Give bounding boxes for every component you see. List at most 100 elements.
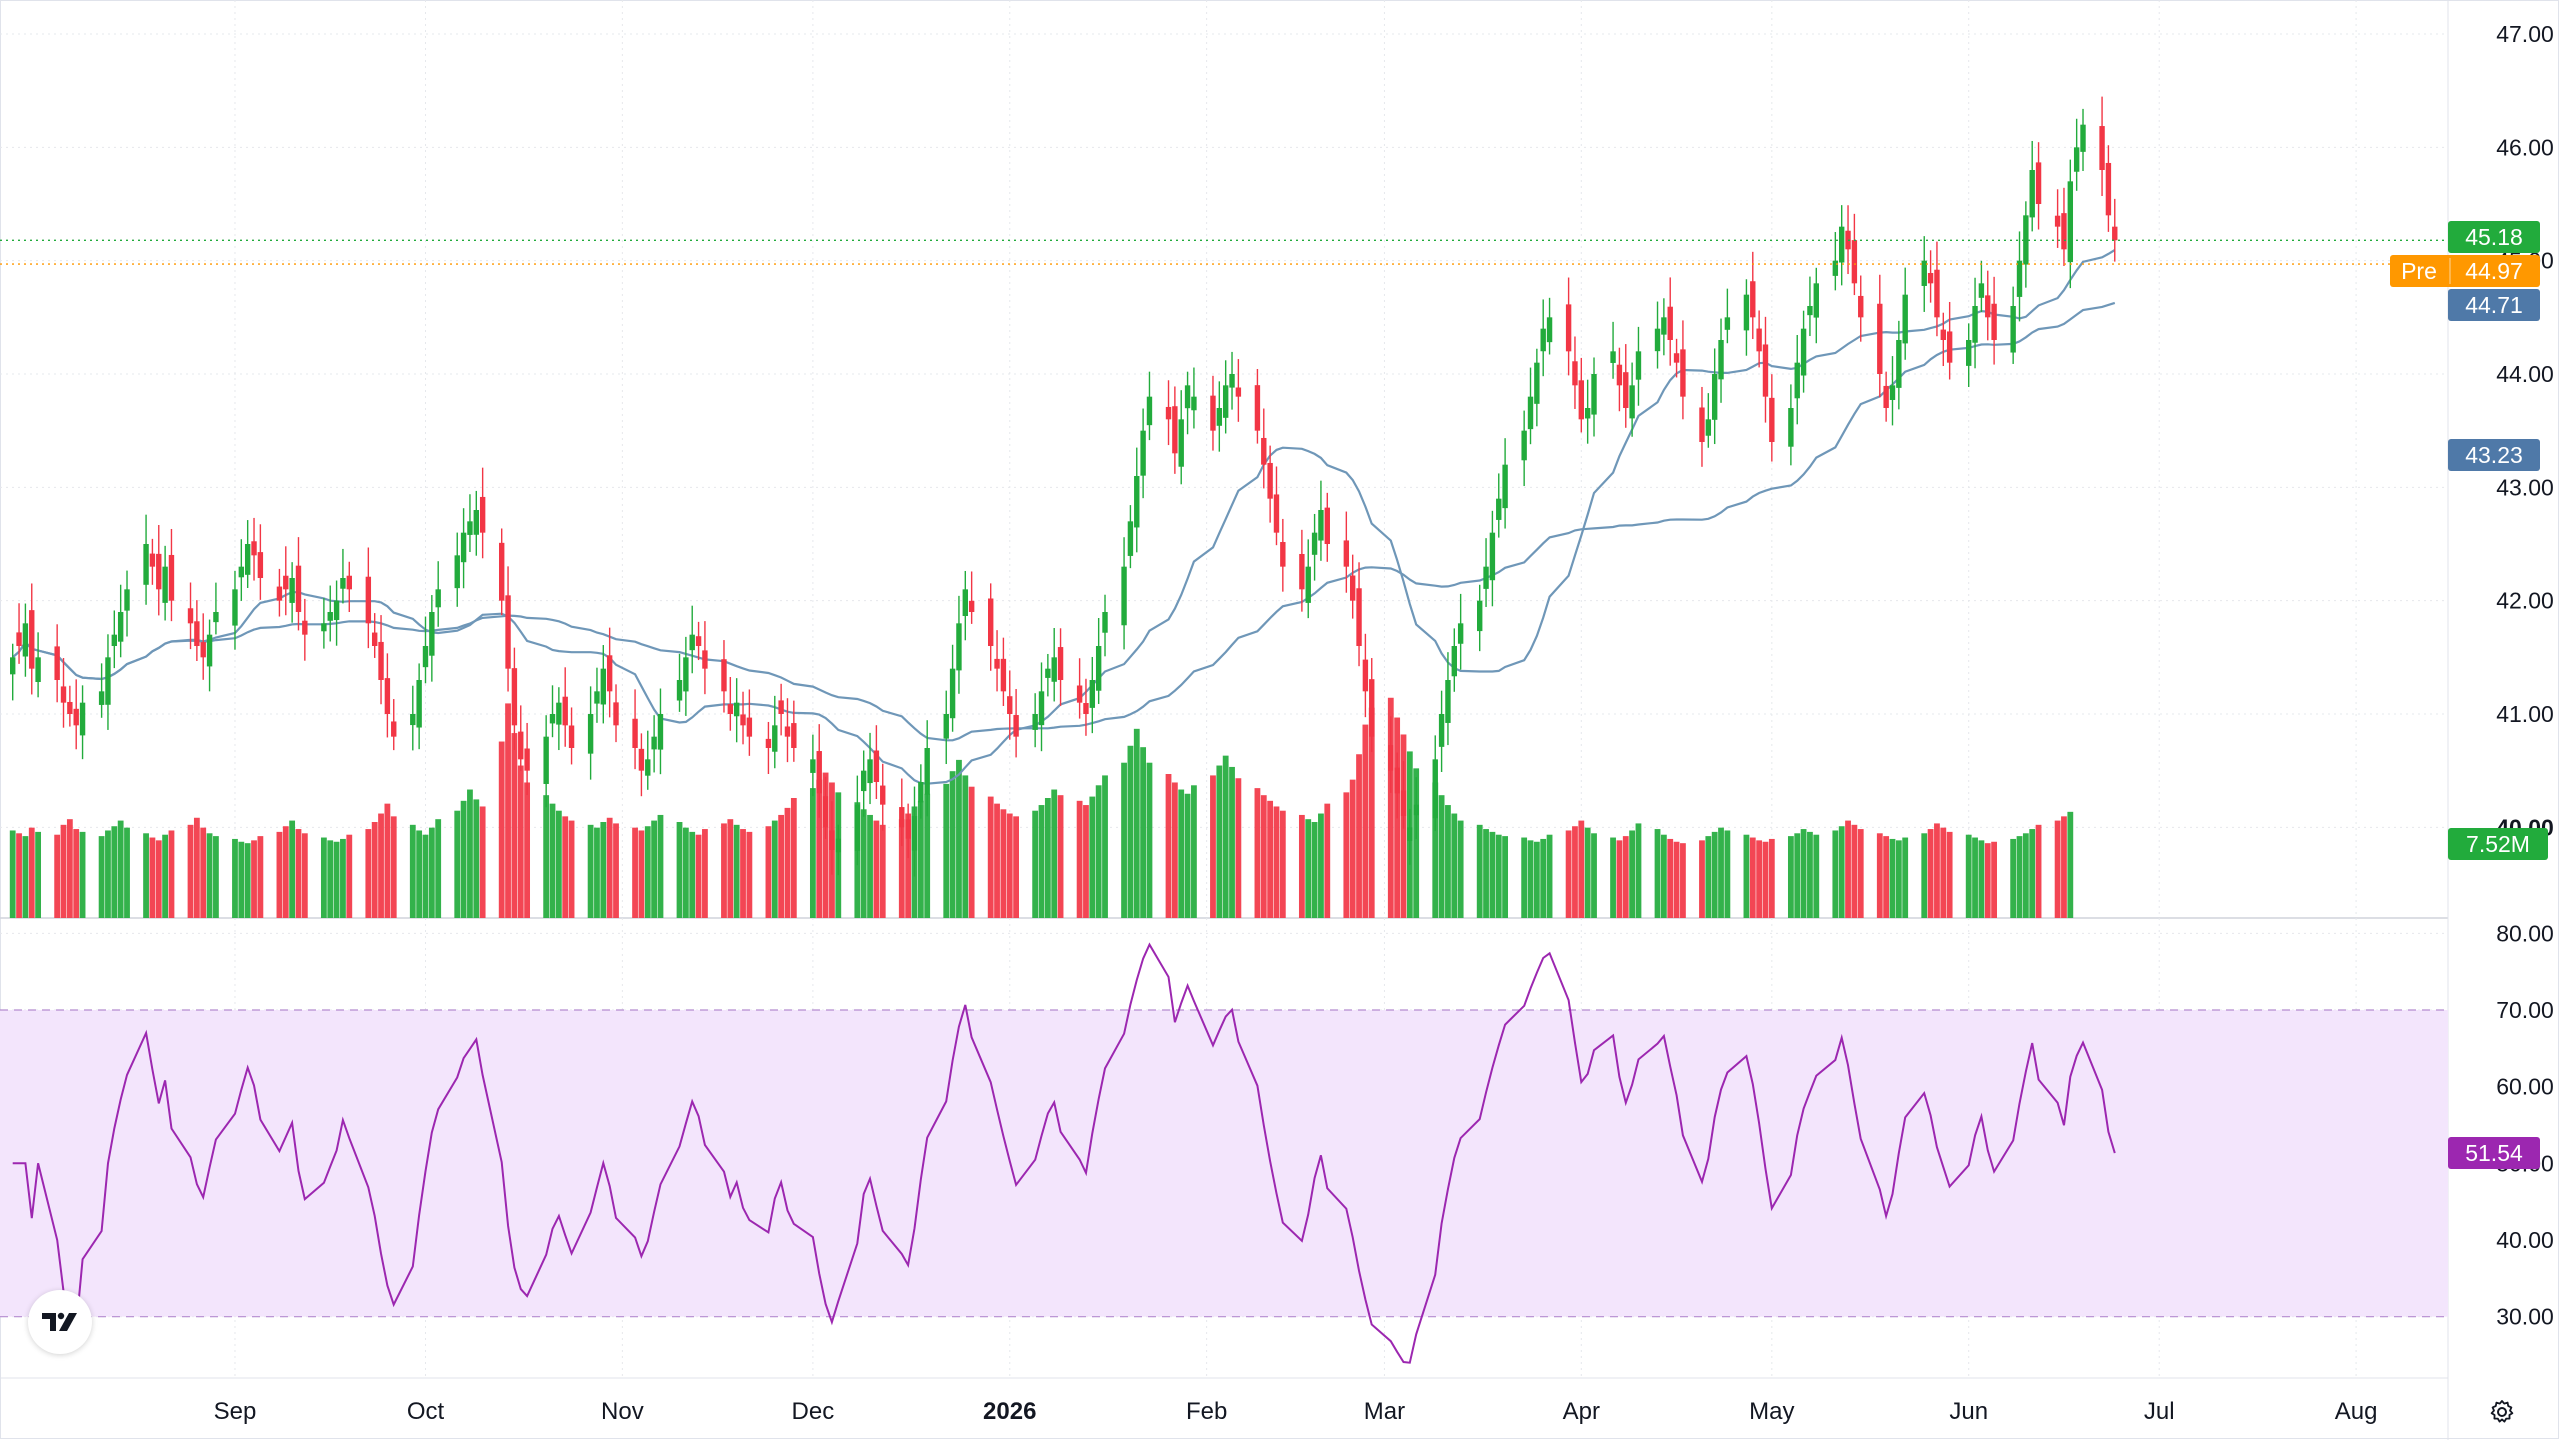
candle (2029, 140, 2035, 232)
candle (1546, 297, 1553, 355)
candle-body (1369, 679, 1375, 737)
candle-body (1273, 494, 1280, 533)
candle (1280, 518, 1286, 592)
candle (2054, 189, 2061, 248)
candle (860, 750, 867, 817)
pre-market-value: 44.97 (2465, 258, 2523, 284)
candle-body (124, 589, 130, 611)
candle (1457, 593, 1464, 670)
candle (1483, 538, 1489, 607)
candle-body (35, 657, 41, 683)
volume-bar (517, 765, 524, 918)
candle (1584, 379, 1591, 444)
candle (867, 732, 873, 805)
candle-body (1013, 715, 1019, 737)
candle-body (1858, 295, 1864, 318)
candle-body (962, 589, 968, 617)
rsi-tick-label: 70.00 (2496, 997, 2554, 1023)
volume-bar (28, 827, 35, 918)
volume-bar (2054, 820, 2061, 918)
time-tick-label: Jul (2144, 1398, 2175, 1425)
candle (651, 715, 657, 773)
volume-bar (1768, 838, 1775, 918)
volume-bar (1540, 838, 1547, 918)
candle (606, 627, 613, 718)
volume-bar (1502, 836, 1509, 918)
candle-body (1883, 385, 1889, 408)
volume-bar (1533, 841, 1540, 918)
volume-bar (1089, 796, 1096, 918)
volume-bar (1616, 840, 1623, 918)
candle (1356, 562, 1362, 667)
candle (410, 685, 416, 751)
candles (10, 96, 2118, 877)
candle-body (1261, 437, 1267, 465)
candle-body (1832, 260, 1839, 276)
volume-bar (524, 782, 531, 918)
candle (549, 685, 556, 738)
candle (244, 520, 251, 588)
candle (2099, 96, 2105, 196)
time-tick-label: Dec (792, 1398, 835, 1425)
volume-bar (1273, 806, 1280, 918)
candle-body (2080, 124, 2086, 152)
candle-body (1457, 623, 1464, 644)
chart-settings-button[interactable] (2482, 1392, 2522, 1432)
candle-body (587, 714, 594, 754)
candle-body (860, 770, 867, 792)
candle (1527, 367, 1534, 445)
volume-bar (1368, 707, 1375, 918)
volume-bar (987, 796, 994, 918)
volume-bar (1083, 805, 1089, 918)
candle-body (600, 668, 607, 705)
candle (1616, 347, 1623, 412)
volume-bar (98, 836, 105, 918)
candle (594, 667, 600, 723)
candle (168, 528, 175, 622)
candle (568, 707, 575, 765)
candle-body (1788, 408, 1794, 447)
volume-bar (105, 830, 111, 918)
candle (1057, 628, 1064, 706)
rsi-tag-text: 51.54 (2465, 1140, 2523, 1166)
volume-bar (1635, 823, 1642, 918)
candle-body (2035, 162, 2042, 204)
candle-body (410, 714, 416, 726)
candle (1299, 529, 1305, 612)
candle-body (740, 714, 746, 726)
volume-bar (790, 798, 797, 918)
candle (1184, 371, 1191, 435)
candle-body (2073, 147, 2080, 172)
candle-body (213, 612, 219, 623)
candle-body (657, 714, 664, 750)
candle-body (1496, 498, 1502, 520)
candle (22, 603, 29, 677)
volume-bar (1857, 829, 1864, 918)
candle-body (822, 796, 829, 828)
volume-bar (1978, 840, 1985, 918)
candle-body (1407, 827, 1413, 841)
candle (1267, 445, 1273, 523)
candle (746, 689, 753, 756)
rsi-tick-label: 30.00 (2496, 1304, 2554, 1330)
candle-body (2061, 213, 2067, 250)
candle (257, 524, 264, 600)
candle (1991, 276, 1997, 365)
candle-body (1635, 351, 1642, 380)
volume-bar (702, 829, 708, 918)
candle-body (1483, 566, 1489, 589)
candle-body (810, 759, 816, 773)
candle-body (1362, 659, 1369, 692)
candle (232, 570, 238, 650)
volume-bar (1102, 775, 1108, 918)
volume-bar (1807, 831, 1813, 918)
candle-body (1794, 362, 1800, 399)
volume-bar (1845, 820, 1851, 918)
tradingview-logo[interactable] (28, 1290, 92, 1354)
volume-bar (111, 826, 118, 918)
ma-fast-tag-text: 44.71 (2465, 292, 2523, 318)
candle-body (1146, 396, 1153, 426)
candle (657, 688, 664, 775)
